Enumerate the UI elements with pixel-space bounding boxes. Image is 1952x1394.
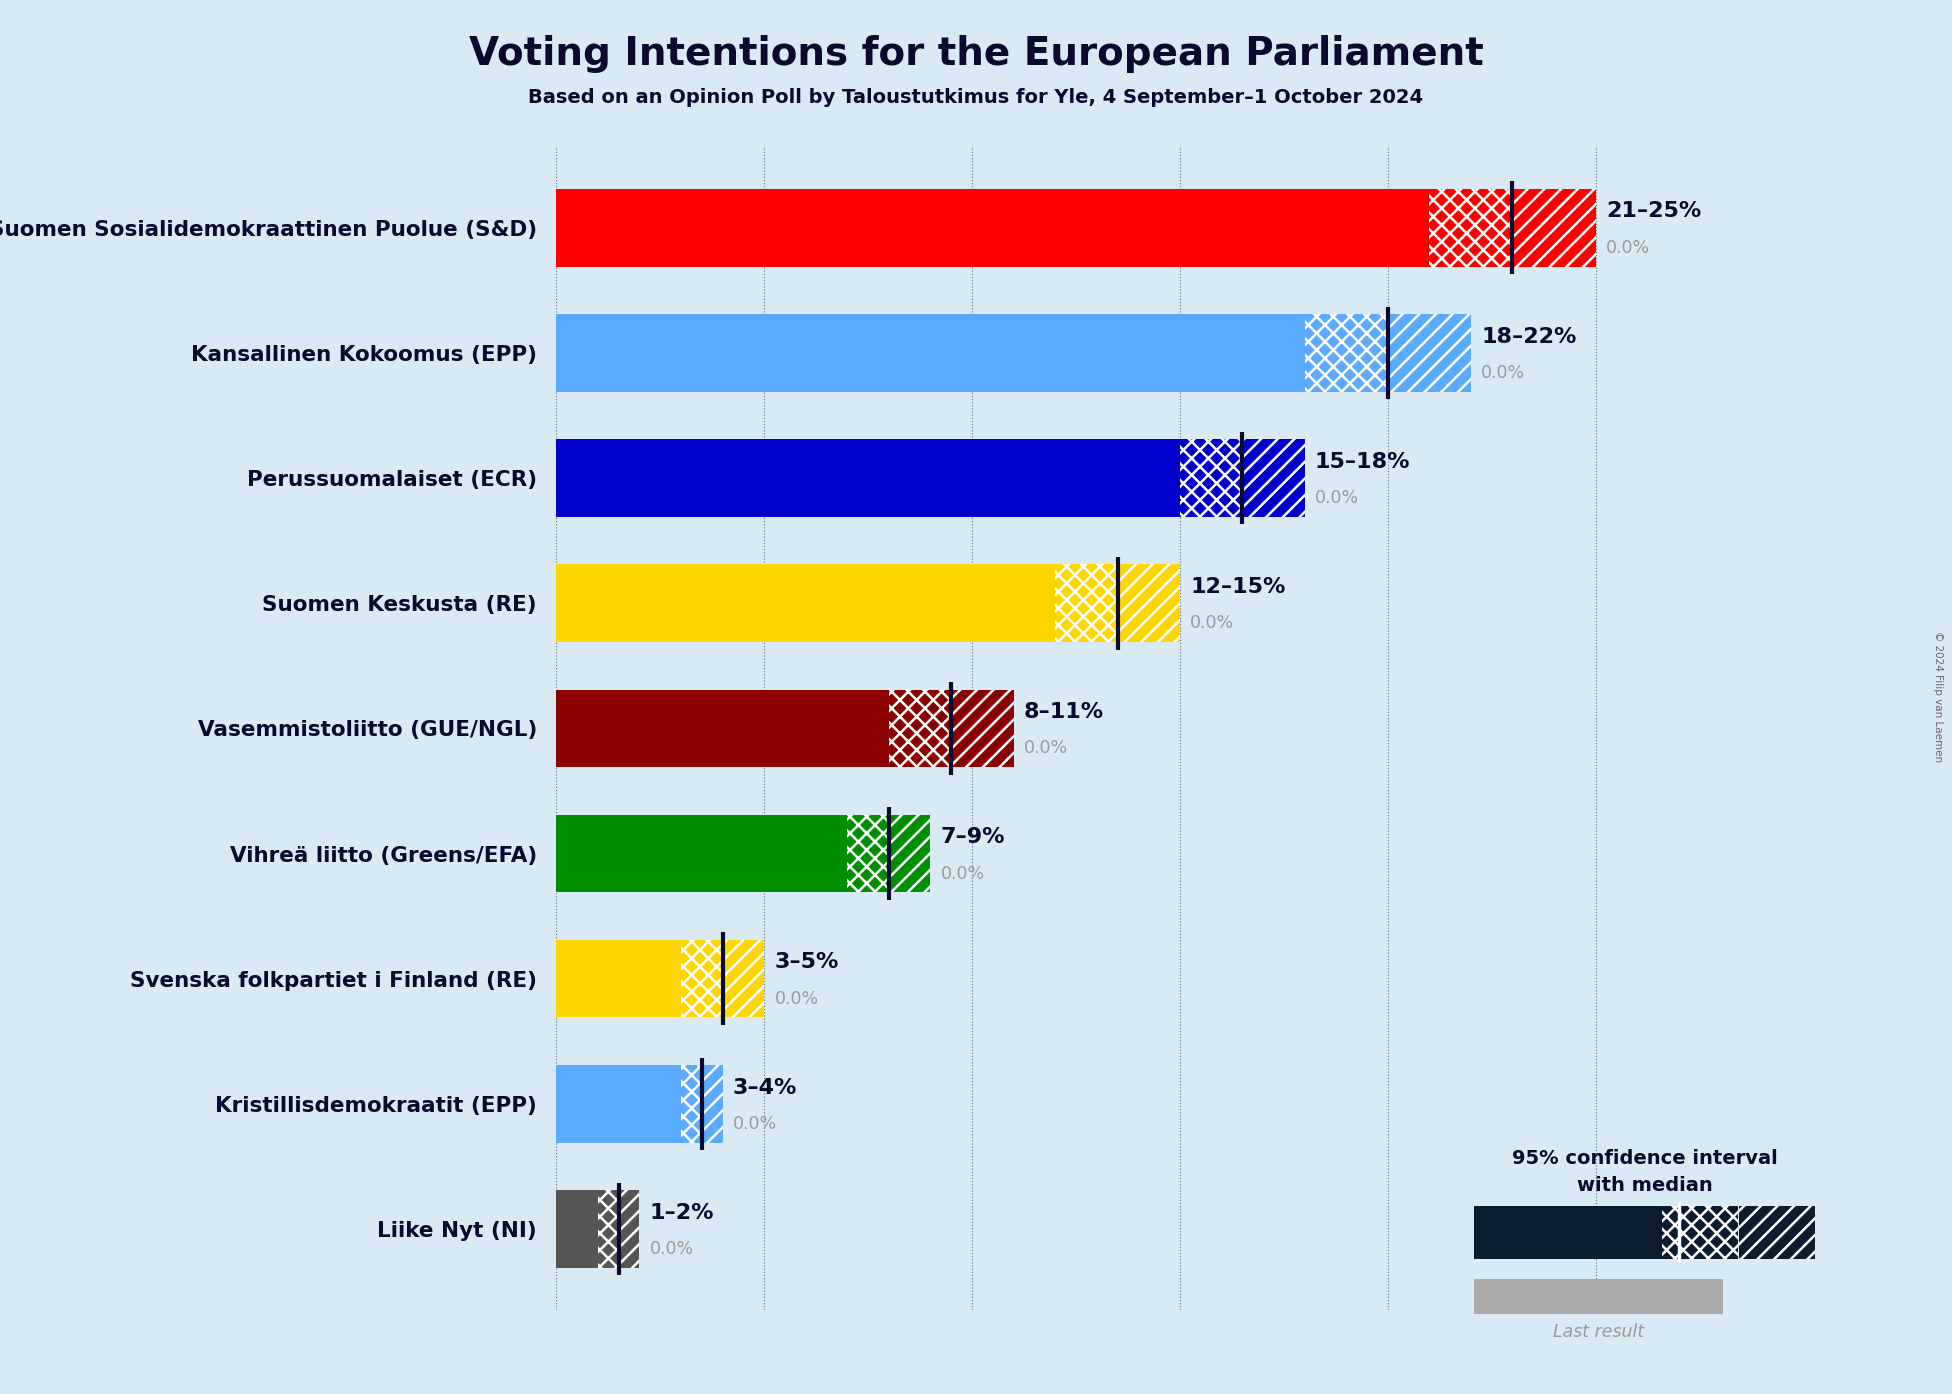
- Bar: [1117, 565, 1179, 643]
- Text: 18–22%: 18–22%: [1482, 326, 1577, 347]
- Bar: [1513, 190, 1595, 266]
- Bar: [847, 814, 888, 892]
- Text: 0.0%: 0.0%: [1191, 615, 1234, 633]
- Bar: [681, 1065, 703, 1143]
- Bar: [1304, 314, 1388, 392]
- Bar: [556, 940, 681, 1018]
- Bar: [556, 1065, 681, 1143]
- Text: 3–4%: 3–4%: [734, 1078, 796, 1097]
- Bar: [681, 940, 722, 1018]
- Bar: [722, 940, 763, 1018]
- Bar: [1739, 1206, 1815, 1259]
- Bar: [681, 1065, 703, 1143]
- Bar: [1117, 565, 1179, 643]
- Bar: [681, 940, 722, 1018]
- Bar: [1661, 1206, 1739, 1259]
- Bar: [1513, 190, 1595, 266]
- Text: 3–5%: 3–5%: [775, 952, 839, 973]
- Bar: [1429, 190, 1513, 266]
- Text: 0.0%: 0.0%: [734, 1115, 777, 1133]
- Bar: [888, 814, 931, 892]
- Text: 0.0%: 0.0%: [1025, 739, 1068, 757]
- Bar: [847, 814, 888, 892]
- Bar: [597, 1190, 619, 1267]
- Text: 12–15%: 12–15%: [1191, 577, 1286, 597]
- Bar: [951, 690, 1013, 767]
- Bar: [1241, 439, 1304, 517]
- Bar: [888, 814, 931, 892]
- Bar: [1056, 565, 1117, 643]
- Text: Based on an Opinion Poll by Taloustutkimus for Yle, 4 September–1 October 2024: Based on an Opinion Poll by Taloustutkim…: [529, 88, 1423, 107]
- Bar: [1056, 565, 1117, 643]
- Text: 95% confidence interval: 95% confidence interval: [1511, 1149, 1778, 1168]
- Bar: [1179, 439, 1241, 517]
- Bar: [1474, 1206, 1661, 1259]
- Bar: [1661, 1206, 1739, 1259]
- Bar: [556, 565, 1056, 643]
- Bar: [556, 690, 888, 767]
- Text: 21–25%: 21–25%: [1606, 202, 1702, 222]
- Text: 15–18%: 15–18%: [1316, 452, 1411, 471]
- Bar: [556, 314, 1304, 392]
- Bar: [619, 1190, 640, 1267]
- Text: 0.0%: 0.0%: [1316, 489, 1359, 507]
- Text: 0.0%: 0.0%: [650, 1241, 695, 1257]
- Bar: [1179, 439, 1241, 517]
- Bar: [1388, 314, 1472, 392]
- Text: 0.0%: 0.0%: [775, 990, 818, 1008]
- Text: 8–11%: 8–11%: [1025, 703, 1105, 722]
- Text: with median: with median: [1577, 1175, 1712, 1195]
- Text: Last result: Last result: [1554, 1323, 1644, 1341]
- Bar: [1429, 190, 1513, 266]
- Bar: [556, 814, 847, 892]
- Text: 0.0%: 0.0%: [1606, 238, 1649, 256]
- Text: Voting Intentions for the European Parliament: Voting Intentions for the European Parli…: [468, 35, 1484, 72]
- Bar: [619, 1190, 640, 1267]
- Text: © 2024 Filip van Laemen: © 2024 Filip van Laemen: [1932, 631, 1944, 763]
- Bar: [703, 1065, 722, 1143]
- Bar: [556, 190, 1429, 266]
- Bar: [1241, 439, 1304, 517]
- Bar: [1388, 314, 1472, 392]
- Bar: [597, 1190, 619, 1267]
- Bar: [888, 690, 951, 767]
- Bar: [888, 690, 951, 767]
- Bar: [556, 1190, 597, 1267]
- Text: 0.0%: 0.0%: [941, 864, 986, 882]
- Bar: [703, 1065, 722, 1143]
- Text: 0.0%: 0.0%: [1482, 364, 1525, 382]
- Bar: [556, 439, 1179, 517]
- Text: 7–9%: 7–9%: [941, 827, 1005, 848]
- Text: 1–2%: 1–2%: [650, 1203, 714, 1223]
- Bar: [1739, 1206, 1815, 1259]
- Bar: [951, 690, 1013, 767]
- Bar: [1304, 314, 1388, 392]
- Bar: [722, 940, 763, 1018]
